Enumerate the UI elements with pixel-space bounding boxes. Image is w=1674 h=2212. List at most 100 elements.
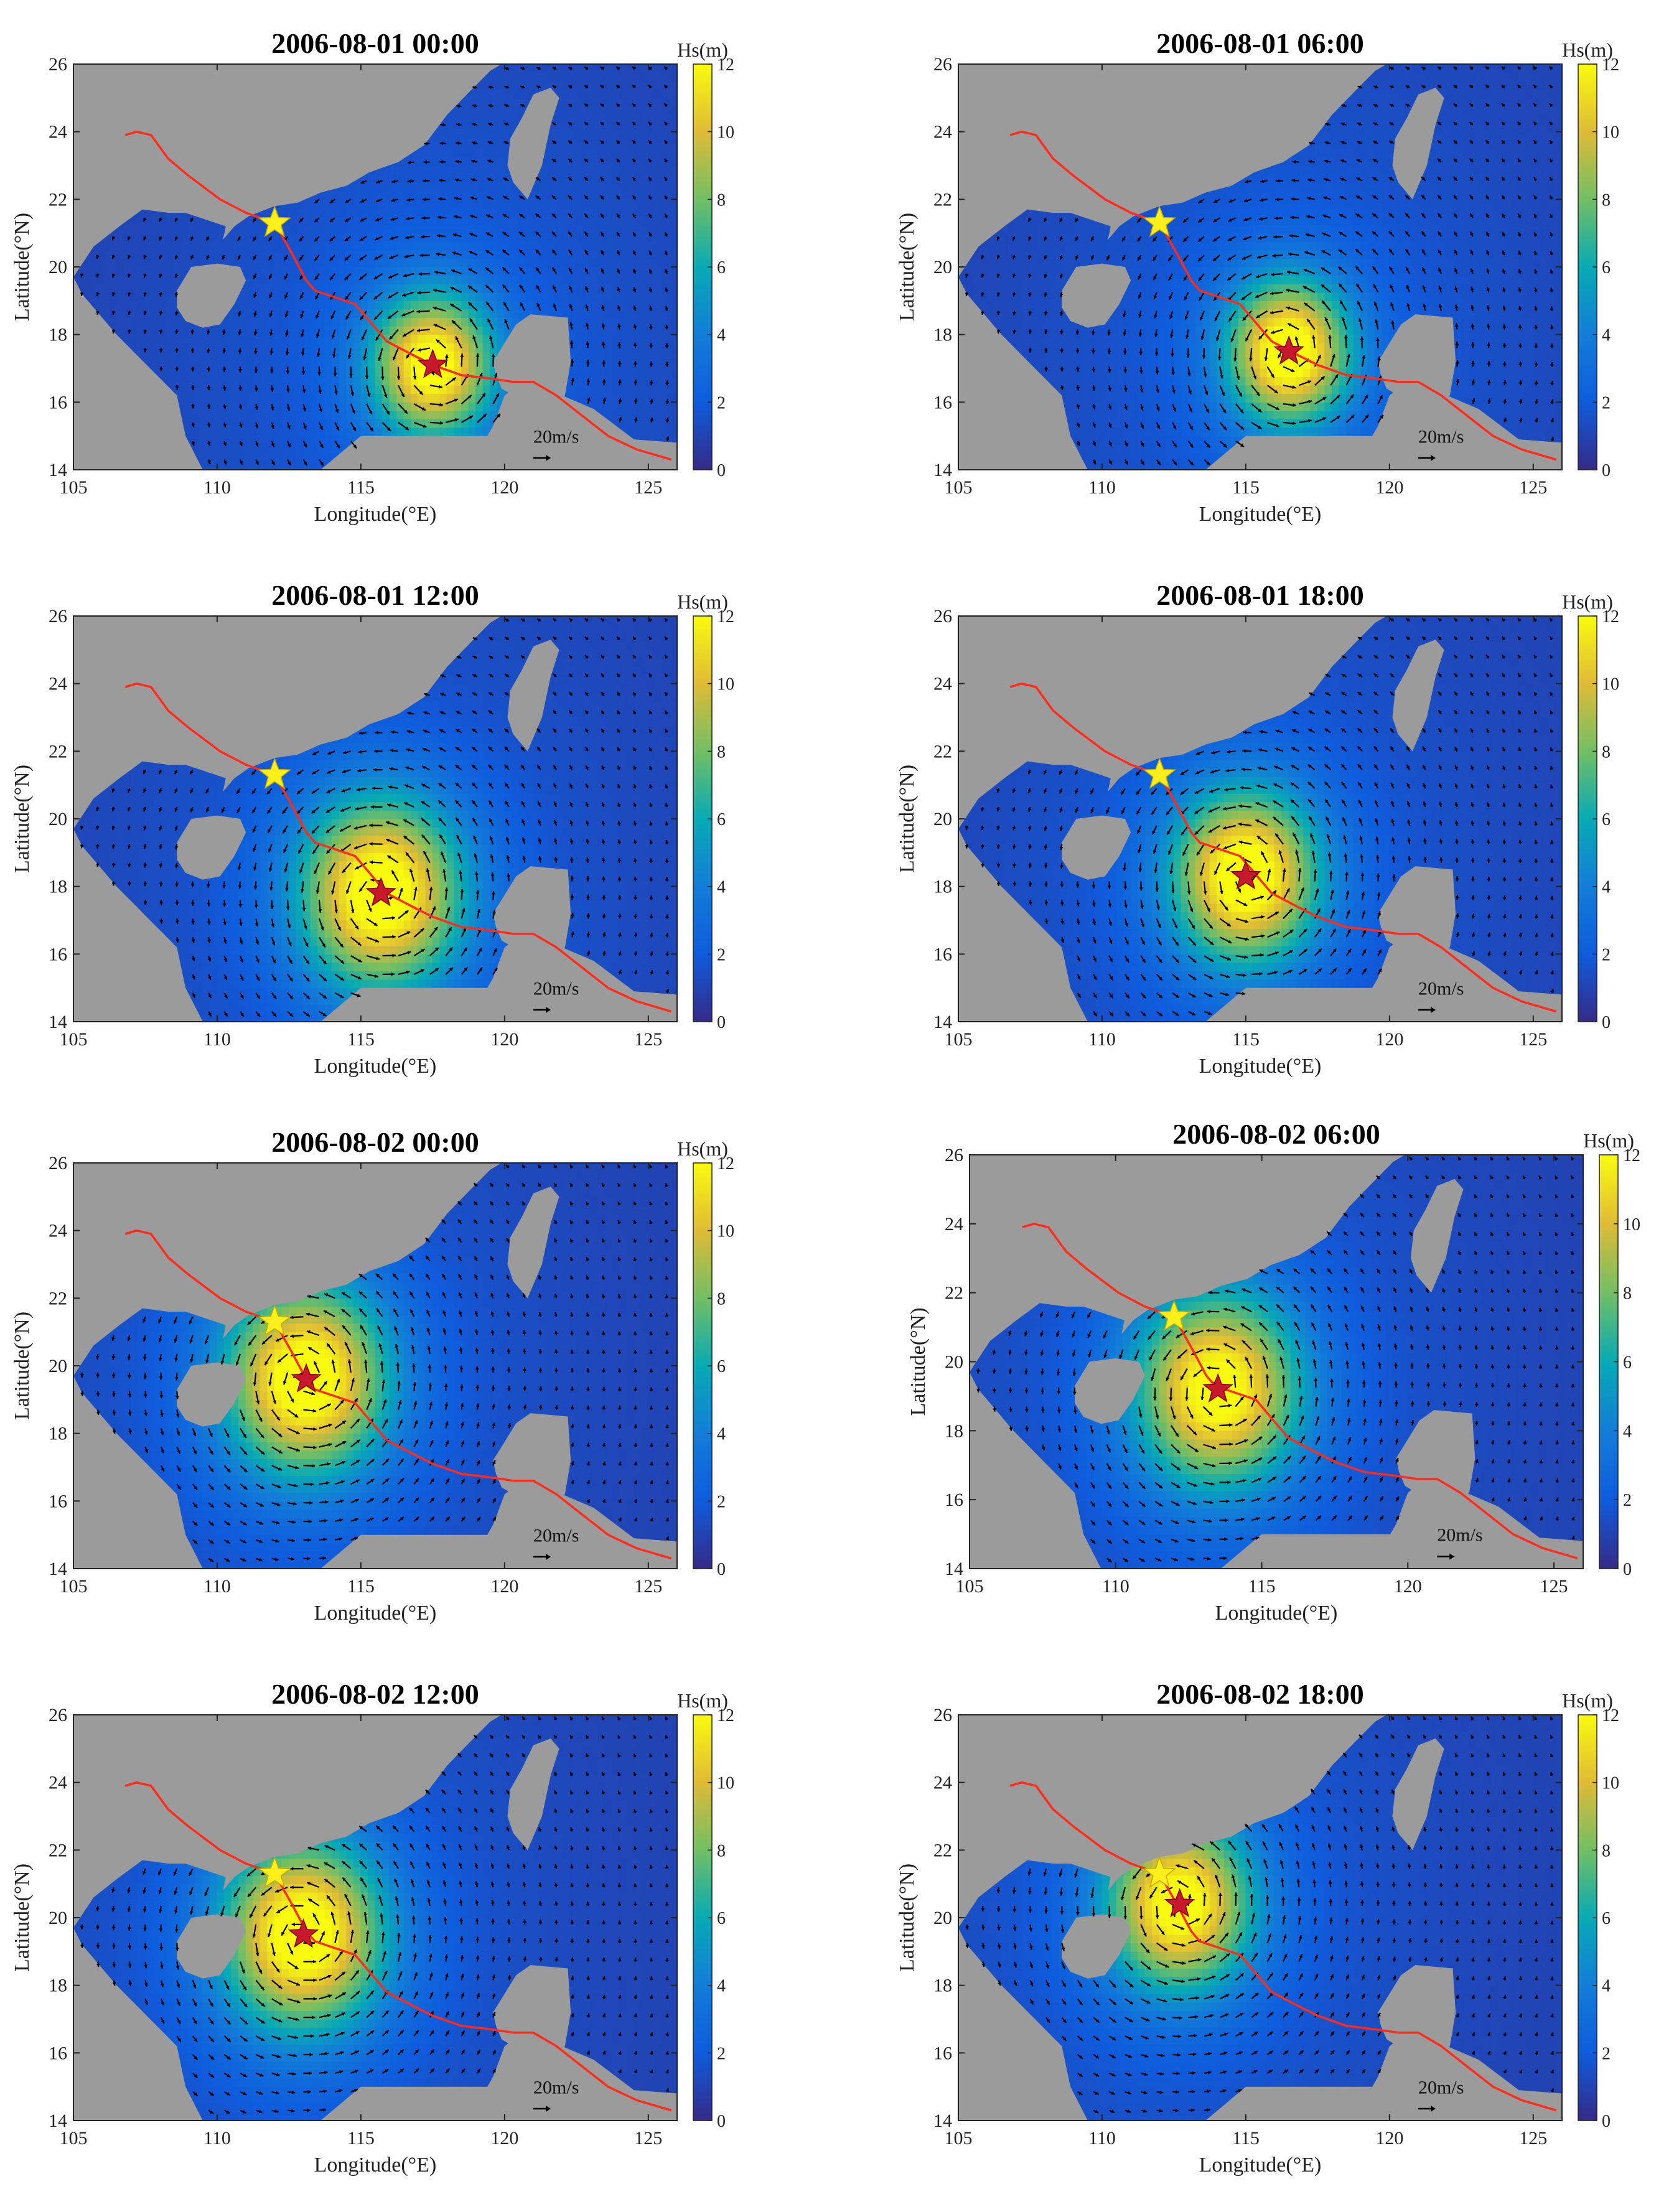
typhoon-center-star-icon [1202, 1373, 1233, 1402]
y-axis-label: Latitude(°N) [907, 1307, 930, 1416]
colorbar-tick-label: 0 [717, 1013, 726, 1032]
vector-scale-label: 20m/s [1418, 979, 1464, 999]
y-tick-label: 22 [49, 189, 67, 210]
y-tick-label: 14 [945, 1559, 963, 1579]
hainan-island [177, 1914, 246, 1979]
colorbar-tick-label: 8 [717, 742, 726, 762]
map-area: 20m/s [73, 1163, 677, 1569]
y-tick-label: 26 [49, 1705, 67, 1725]
y-tick-label: 26 [933, 1705, 952, 1725]
y-tick-label: 18 [49, 1976, 67, 1996]
colorbar-tick-label: 2 [717, 945, 726, 964]
x-tick-label: 125 [1540, 1576, 1568, 1597]
colorbar-tick-label: 10 [717, 123, 734, 142]
y-tick-label: 20 [49, 1356, 67, 1376]
panel-title: 2006-08-01 06:00 [1156, 27, 1363, 59]
luzon-island [493, 1413, 571, 1508]
reference-star-icon [258, 1856, 292, 1888]
taiwan-island [1392, 1738, 1444, 1850]
colorbar-tick-label: 0 [717, 461, 726, 480]
y-tick-label: 20 [933, 809, 952, 829]
x-tick-label: 105 [956, 1576, 984, 1597]
y-tick-label: 16 [49, 392, 67, 413]
colorbar-tick-label: 10 [717, 675, 734, 694]
y-axis-label: Latitude(°N) [895, 765, 919, 873]
vector-scale-label: 20m/s [533, 2078, 579, 2098]
x-tick-label: 115 [1232, 1029, 1260, 1050]
colorbar-tick-label: 12 [717, 1154, 734, 1174]
colorbar-tick-label: 6 [717, 810, 726, 829]
vector-scale-label: 20m/s [533, 427, 579, 447]
x-tick-label: 110 [1088, 2128, 1116, 2149]
taiwan-island [1392, 640, 1444, 752]
panel-title: 2006-08-01 12:00 [271, 579, 479, 611]
colorbar-tick-label: 0 [1602, 1013, 1611, 1032]
y-tick-label: 16 [49, 1491, 67, 1511]
colorbar-tick-label: 4 [1602, 326, 1611, 345]
colorbar-tick-label: 2 [717, 393, 726, 413]
y-tick-label: 20 [933, 1908, 952, 1928]
y-tick-label: 24 [933, 674, 952, 694]
x-axis-label: Longitude(°E) [1199, 2154, 1322, 2177]
hainan-island [1062, 263, 1131, 328]
x-tick-label: 105 [60, 477, 88, 498]
hainan-island [1075, 1358, 1145, 1424]
x-tick-label: 125 [1519, 477, 1547, 498]
panel-title: 2006-08-02 00:00 [271, 1126, 479, 1158]
y-tick-label: 24 [49, 122, 67, 142]
y-tick-label: 16 [933, 2043, 952, 2063]
reference-star-icon [258, 205, 292, 238]
y-axis-label: Latitude(°N) [895, 213, 919, 321]
x-axis-label: Longitude(°E) [314, 1055, 437, 1078]
colorbar-tick-label: 10 [717, 1774, 734, 1793]
x-tick-label: 120 [1394, 1576, 1422, 1597]
hainan-island [177, 815, 246, 880]
x-tick-label: 125 [1519, 1029, 1547, 1050]
x-tick-label: 125 [634, 1029, 662, 1050]
y-tick-label: 18 [933, 1976, 952, 1996]
reference-star-icon [258, 757, 292, 790]
colorbar-tick-label: 12 [717, 1706, 734, 1725]
reference-star-icon [1143, 757, 1177, 790]
y-tick-label: 20 [933, 257, 952, 278]
x-tick-label: 120 [1375, 1029, 1403, 1050]
y-tick-label: 22 [49, 1840, 67, 1860]
y-tick-label: 22 [933, 741, 952, 762]
y-tick-label: 26 [49, 54, 67, 75]
colorbar-tick-label: 2 [717, 1492, 726, 1511]
colorbar-title: Hs(m) [677, 590, 728, 613]
y-tick-label: 18 [945, 1421, 963, 1441]
map-area: 20m/s [958, 64, 1562, 470]
colorbar-tick-label: 2 [1602, 393, 1611, 413]
y-tick-label: 26 [49, 1153, 67, 1174]
map-area: 20m/s [958, 1715, 1562, 2121]
colorbar-tick-label: 10 [1602, 675, 1619, 694]
map-area: 20m/s [73, 64, 677, 470]
x-tick-label: 105 [945, 477, 973, 498]
taiwan-island [1392, 88, 1444, 200]
x-axis-label: Longitude(°E) [1199, 1055, 1322, 1078]
y-tick-label: 14 [933, 460, 952, 480]
x-tick-label: 125 [634, 1576, 662, 1597]
y-axis-label: Latitude(°N) [11, 213, 34, 321]
x-tick-label: 120 [1375, 2128, 1403, 2149]
y-tick-label: 20 [49, 809, 67, 829]
panel-title: 2006-08-02 06:00 [1172, 1118, 1380, 1150]
y-tick-label: 20 [49, 1908, 67, 1928]
colorbar-tick-label: 0 [717, 1560, 726, 1579]
taiwan-island [507, 1187, 559, 1299]
y-tick-label: 26 [933, 606, 952, 627]
y-tick-label: 18 [933, 877, 952, 897]
x-tick-label: 105 [60, 1029, 88, 1050]
colorbar-tick-label: 2 [717, 2044, 726, 2063]
typhoon-center-star-icon [288, 1918, 319, 1948]
wind-vectors [80, 1716, 669, 2114]
luzon-island [493, 866, 571, 961]
map-area: 20m/s [73, 616, 677, 1022]
map-area: 20m/s [958, 616, 1562, 1022]
colorbar-tick-label: 8 [1623, 1284, 1632, 1304]
